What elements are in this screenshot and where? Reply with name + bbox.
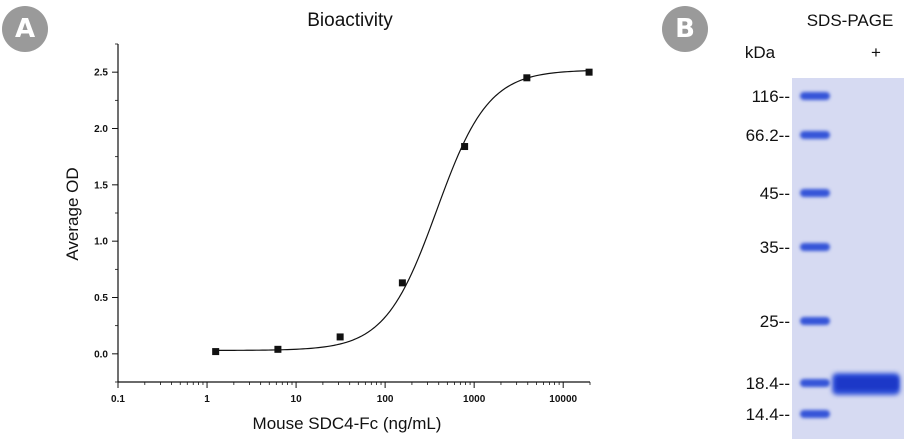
x-axis-ticks: 0.1 1 10 100 1000 10000 [111,382,591,405]
y-axis-label: Average OD [63,167,82,260]
chart-title: Bioactivity [307,10,393,31]
ladder-band [800,317,830,325]
data-point [274,345,282,353]
x-tick-label: 100 [377,394,394,405]
y-axis-ticks: 0.0 0.5 1.0 1.5 2.0 2.5 [94,43,118,383]
x-tick-label: 1 [204,394,210,405]
bioactivity-chart: Bioactivity 0.1 1 10 100 1000 10000 0.0 0.5 1.0… [63,10,593,433]
marker-label: 18.4-- [746,374,790,393]
gel-title: SDS-PAGE [807,11,894,30]
ladder-band [800,410,830,418]
marker-label: 35-- [760,238,790,257]
y-tick-label: 2.0 [94,124,108,135]
x-tick-label: 10 [291,394,303,405]
sample-band [832,373,900,395]
ladder-lane [800,92,830,418]
ladder-band [800,243,830,251]
data-point [461,143,469,151]
ladder-band [800,189,830,197]
ladder-band [800,379,830,387]
data-point [585,68,593,76]
ladder-band [800,131,830,139]
marker-label: 14.4-- [746,405,790,424]
y-tick-label: 1.0 [94,237,108,248]
panel-b-badge: B [662,6,708,52]
x-tick-label: 1000 [463,394,486,405]
data-point [336,333,344,341]
y-tick-label: 0.0 [94,349,108,360]
marker-label: 25-- [760,312,790,331]
marker-label: 66.2-- [746,126,790,145]
lane-label: + [871,43,881,62]
y-tick-label: 1.5 [94,180,108,191]
data-points [212,68,593,356]
data-point [398,279,406,287]
data-point [212,348,220,356]
marker-label: 45-- [760,184,790,203]
x-tick-label: 0.1 [111,394,125,405]
x-axis-label: Mouse SDC4-Fc (ng/mL) [253,414,442,433]
y-tick-label: 0.5 [94,293,108,304]
kda-label: kDa [745,43,776,62]
ladder-band [800,92,830,100]
marker-labels: 116-- 66.2-- 45-- 35-- 25-- 18.4-- 14.4-- [746,87,790,424]
marker-label: 116-- [752,87,790,106]
y-tick-label: 2.5 [94,68,108,79]
panel-a-badge: A [2,6,48,52]
data-point [523,74,531,82]
x-tick-label: 10000 [549,394,577,405]
